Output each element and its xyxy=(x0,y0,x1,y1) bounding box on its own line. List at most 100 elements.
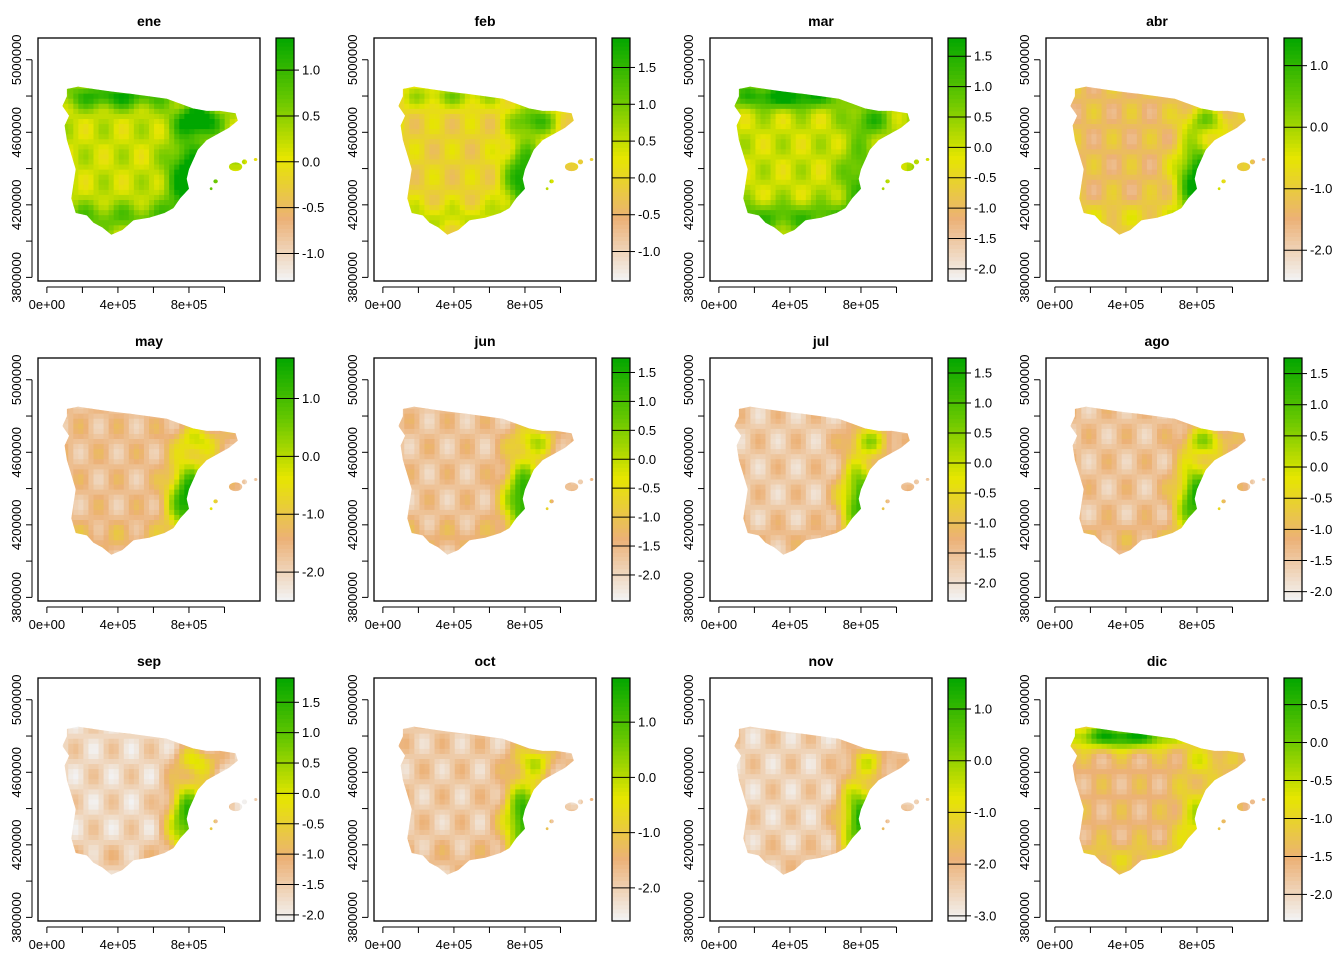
raster-cell xyxy=(800,93,807,100)
raster-cell xyxy=(725,109,730,114)
raster-cell xyxy=(63,149,69,155)
raster-cell xyxy=(871,225,877,231)
raster-cell xyxy=(740,194,746,201)
raster-cell xyxy=(555,98,562,105)
raster-cell xyxy=(424,184,430,191)
raster-cell xyxy=(379,175,384,180)
raster-cell xyxy=(575,93,582,100)
raster-cell xyxy=(1136,108,1143,115)
colorbar-segment xyxy=(948,119,966,124)
raster-cell xyxy=(48,149,53,154)
raster-cell xyxy=(449,93,456,100)
raster-cell xyxy=(710,235,715,240)
raster-cell xyxy=(164,235,169,240)
raster-cell xyxy=(128,108,135,115)
raster-cell xyxy=(800,230,807,235)
raster-cell xyxy=(379,235,384,240)
raster-cell xyxy=(78,220,84,226)
raster-cell xyxy=(735,189,741,196)
raster-cell xyxy=(1141,98,1148,105)
raster-cell xyxy=(755,149,761,155)
raster-cell xyxy=(500,184,506,191)
raster-cell xyxy=(490,134,496,140)
raster-cell xyxy=(810,194,817,201)
raster-cell xyxy=(565,159,572,165)
raster-cell xyxy=(921,205,928,211)
raster-cell xyxy=(374,220,379,225)
colorbar-segment xyxy=(612,204,630,209)
raster-cell xyxy=(795,93,802,100)
raster-cell xyxy=(404,205,410,211)
raster-cell xyxy=(234,220,241,226)
raster-cell xyxy=(53,185,58,190)
raster-cell xyxy=(229,139,236,145)
raster-cell xyxy=(219,164,226,171)
raster-cell xyxy=(234,124,241,130)
raster-cell xyxy=(108,103,115,110)
raster-cell xyxy=(128,134,135,140)
raster-cell xyxy=(755,169,761,176)
raster-cell xyxy=(149,205,155,211)
raster-cell xyxy=(555,154,562,160)
colorbar-segment xyxy=(612,155,630,160)
raster-cell xyxy=(876,103,882,110)
raster-cell xyxy=(886,169,893,176)
raster-cell xyxy=(836,108,842,115)
raster-cell xyxy=(214,169,221,176)
raster-cell xyxy=(429,189,435,196)
raster-cell xyxy=(740,113,746,120)
raster-cell xyxy=(1212,139,1218,145)
raster-cell xyxy=(62,169,64,176)
raster-cell xyxy=(424,86,430,90)
raster-cell xyxy=(565,184,572,191)
raster-cell xyxy=(459,174,466,181)
raster-cell xyxy=(785,200,792,206)
raster-cell xyxy=(805,184,812,191)
colorbar-segment xyxy=(276,62,294,67)
raster-cell xyxy=(459,210,466,216)
raster-cell xyxy=(911,103,918,110)
raster-cell xyxy=(184,184,190,191)
raster-cell xyxy=(88,144,94,150)
raster-cell xyxy=(118,86,125,90)
raster-cell xyxy=(209,194,215,201)
raster-cell xyxy=(384,119,389,124)
raster-cell xyxy=(520,139,526,145)
raster-cell xyxy=(224,113,231,120)
raster-cell xyxy=(389,170,394,175)
raster-cell xyxy=(580,230,587,235)
raster-cell xyxy=(229,220,236,226)
raster-cell xyxy=(199,235,204,240)
raster-cell xyxy=(851,88,857,95)
raster-cell xyxy=(745,154,751,160)
raster-cell xyxy=(184,113,190,120)
raster-cell xyxy=(921,159,928,165)
raster-cell xyxy=(495,174,501,181)
raster-cell xyxy=(720,119,725,124)
raster-cell xyxy=(199,144,205,150)
raster-cell xyxy=(1091,149,1097,155)
raster-cell xyxy=(1141,129,1148,135)
raster-cell xyxy=(449,225,456,231)
raster-cell xyxy=(78,235,83,240)
colorbar-segment xyxy=(612,123,630,128)
raster-cell xyxy=(901,194,908,201)
raster-cell xyxy=(1081,103,1087,110)
raster-cell xyxy=(93,194,99,201)
raster-cell xyxy=(780,119,787,125)
raster-cell xyxy=(1222,86,1229,90)
raster-cell xyxy=(469,205,476,211)
raster-cell xyxy=(580,134,587,140)
raster-cell xyxy=(775,134,782,140)
raster-cell xyxy=(249,88,256,95)
raster-cell xyxy=(459,225,466,231)
raster-cell xyxy=(449,119,456,125)
raster-cell xyxy=(469,144,476,150)
raster-cell xyxy=(194,225,200,231)
raster-cell xyxy=(1217,139,1223,145)
raster-cell xyxy=(179,93,185,100)
raster-cell xyxy=(389,124,394,129)
raster-cell xyxy=(209,129,215,135)
colorbar-segment xyxy=(612,90,630,96)
